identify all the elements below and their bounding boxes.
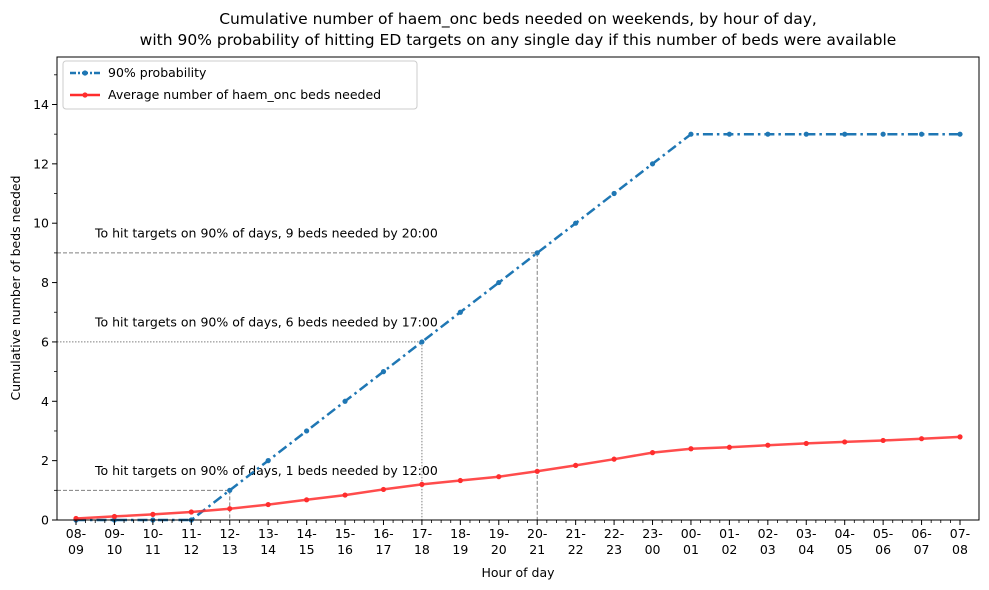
series-1-point-3 xyxy=(188,509,194,515)
y-tick-label-8: 8 xyxy=(41,275,49,290)
y-axis-label: Cumulative number of beds needed xyxy=(8,175,23,400)
x-tick-label-20: 04-05 xyxy=(834,526,854,557)
x-tick-label-15: 23-00 xyxy=(642,526,662,557)
legend-label-average: Average number of haem_onc beds needed xyxy=(108,87,381,102)
series-1-point-2 xyxy=(150,511,156,517)
x-tick-label-17: 01-02 xyxy=(719,526,739,557)
series-1-point-15 xyxy=(649,450,656,456)
series-1-point-6 xyxy=(304,497,310,503)
y-tick-label-2: 2 xyxy=(41,453,49,468)
x-tick-label-8: 16-17 xyxy=(373,526,393,557)
x-tick-label-0: 08-09 xyxy=(66,526,86,557)
series-0-point-9 xyxy=(419,339,425,345)
series-1-point-11 xyxy=(496,474,502,480)
series-1-point-16 xyxy=(688,446,694,452)
series-1-point-21 xyxy=(880,437,886,444)
chart-title-line-2: with 90% probability of hitting ED targe… xyxy=(140,31,897,49)
series-layer xyxy=(73,131,963,523)
series-0-point-22 xyxy=(918,131,925,137)
chart-title-line-1: Cumulative number of haem_onc beds neede… xyxy=(219,10,817,29)
x-tick-label-23: 07-08 xyxy=(950,526,970,557)
annotation-text-1: To hit targets on 90% of days, 6 beds ne… xyxy=(94,315,438,330)
chart-title: Cumulative number of haem_onc beds neede… xyxy=(140,10,897,49)
series-1-point-19 xyxy=(803,440,809,447)
legend: 90% probability Average number of haem_o… xyxy=(62,60,418,110)
series-0-point-23 xyxy=(957,131,963,137)
x-tick-label-13: 21-22 xyxy=(565,526,585,557)
x-tick-label-22: 06-07 xyxy=(911,526,931,557)
x-tick-label-19: 03-04 xyxy=(796,526,816,557)
plot-area-frame xyxy=(56,56,980,521)
series-1-point-23 xyxy=(957,434,963,440)
series-0-point-11 xyxy=(496,279,502,286)
series-1-point-9 xyxy=(419,481,425,487)
y-tick-label-4: 4 xyxy=(41,394,49,409)
series-0-point-21 xyxy=(880,131,886,137)
x-tick-label-16: 00-01 xyxy=(681,526,701,557)
x-tick-label-1: 09-10 xyxy=(104,526,124,557)
series-line-1 xyxy=(75,435,961,520)
series-1-point-7 xyxy=(342,492,348,498)
x-tick-label-3: 11-12 xyxy=(181,526,201,557)
series-0-point-7 xyxy=(342,398,348,404)
x-tick-label-7: 15-16 xyxy=(335,526,355,557)
x-tick-label-6: 14-15 xyxy=(296,526,316,557)
legend-marker-average xyxy=(82,92,88,98)
series-0-point-20 xyxy=(842,131,848,137)
series-0-point-5 xyxy=(265,458,271,464)
series-0-point-4 xyxy=(227,487,233,493)
annotation-guide-lines xyxy=(57,252,538,520)
x-tick-label-18: 02-03 xyxy=(758,526,778,557)
annotation-text-2: To hit targets on 90% of days, 9 beds ne… xyxy=(94,226,438,241)
annotation-labels: To hit targets on 90% of days, 1 beds ne… xyxy=(94,226,438,478)
series-1-point-8 xyxy=(380,486,387,493)
series-line-0 xyxy=(76,132,960,522)
series-0-point-18 xyxy=(765,131,771,137)
series-1-point-4 xyxy=(227,506,233,512)
legend-marker-90pct xyxy=(82,70,88,76)
y-axis: 0 2 4 6 8 10 12 14 xyxy=(33,74,57,528)
x-tick-label-12: 20-21 xyxy=(527,526,547,557)
series-0-point-19 xyxy=(803,131,809,137)
y-tick-label-6: 6 xyxy=(41,334,49,349)
series-1-point-17 xyxy=(726,444,732,450)
series-0-point-13 xyxy=(573,220,579,226)
series-1-point-20 xyxy=(842,439,848,445)
x-tick-label-11: 19-20 xyxy=(489,526,509,557)
series-1-point-18 xyxy=(765,442,771,448)
series-1-point-12 xyxy=(534,468,540,474)
series-1-point-5 xyxy=(265,501,271,508)
y-tick-label-0: 0 xyxy=(41,513,49,528)
x-axis-label: Hour of day xyxy=(481,565,555,580)
y-tick-label-12: 12 xyxy=(33,156,49,171)
series-1-point-10 xyxy=(457,477,463,484)
x-tick-label-14: 22-23 xyxy=(604,526,624,557)
legend-label-90pct: 90% probability xyxy=(108,65,207,80)
series-0-point-12 xyxy=(534,250,540,256)
y-tick-label-14: 14 xyxy=(33,97,49,112)
series-1-point-1 xyxy=(111,513,118,520)
annotation-text-0: To hit targets on 90% of days, 1 beds ne… xyxy=(94,463,438,478)
series-0-point-8 xyxy=(380,369,387,375)
series-0-point-10 xyxy=(457,309,463,315)
series-0-point-6 xyxy=(304,428,310,434)
x-tick-label-4: 12-13 xyxy=(220,526,240,557)
x-tick-label-5: 13-14 xyxy=(258,526,278,557)
y-tick-label-10: 10 xyxy=(33,216,49,231)
series-1-point-13 xyxy=(573,462,579,468)
legend-box xyxy=(62,60,418,110)
x-tick-label-21: 05-06 xyxy=(873,526,893,557)
x-tick-label-2: 10-11 xyxy=(143,526,163,557)
x-tick-label-10: 18-19 xyxy=(450,526,470,557)
series-1-point-14 xyxy=(611,456,617,462)
x-axis: 08-09 09-10 10-11 11-12 12-13 13-14 14-15 15-16… xyxy=(66,520,970,557)
series-0-point-14 xyxy=(611,190,617,197)
series-0-point-15 xyxy=(649,161,656,167)
series-0-point-17 xyxy=(726,131,732,137)
x-tick-label-9: 17-18 xyxy=(412,526,432,557)
series-1-point-22 xyxy=(918,436,925,442)
series-0-point-16 xyxy=(688,131,694,137)
